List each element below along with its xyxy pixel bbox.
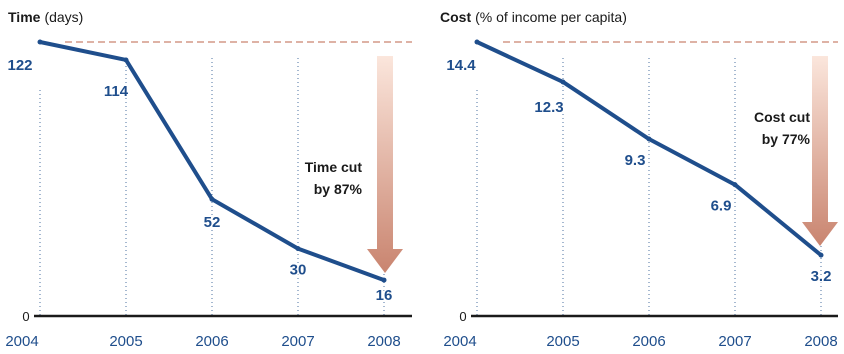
annotation-line-2: by 87% bbox=[314, 181, 363, 197]
x-tick-label: 2004 bbox=[5, 333, 38, 350]
data-point bbox=[295, 246, 301, 252]
annotation-line-1: Time cut bbox=[305, 159, 363, 175]
series-line bbox=[475, 40, 823, 258]
chart-title: Cost (% of income per capita) bbox=[440, 9, 627, 25]
data-label: 14.4 bbox=[446, 57, 476, 74]
x-tick-label: 2006 bbox=[632, 333, 665, 350]
data-label: 114 bbox=[104, 83, 129, 100]
chart-subtitle: (days) bbox=[44, 9, 83, 25]
annotation-line-1: Cost cut bbox=[754, 109, 810, 125]
chart-cost: Cost (% of income per capita) Cost cut by 7… bbox=[440, 9, 838, 350]
data-label: 16 bbox=[376, 287, 393, 304]
chart-subtitle: (% of income per capita) bbox=[475, 9, 627, 25]
x-tick-label: 2007 bbox=[281, 333, 314, 350]
reduction-arrow bbox=[802, 56, 838, 246]
data-point bbox=[732, 182, 738, 188]
data-point bbox=[818, 252, 824, 258]
chart-title-main: Time bbox=[8, 9, 41, 25]
x-tick-label: 2005 bbox=[109, 333, 142, 350]
x-tick-label: 2008 bbox=[367, 333, 400, 350]
data-point bbox=[560, 79, 566, 85]
data-label: 6.9 bbox=[711, 198, 732, 215]
data-point bbox=[209, 196, 215, 202]
data-label: 52 bbox=[204, 214, 221, 231]
chart-title-main: Cost bbox=[440, 9, 471, 25]
data-label: 12.3 bbox=[534, 99, 563, 116]
data-point bbox=[474, 39, 480, 45]
y-zero-label: 0 bbox=[459, 309, 466, 324]
data-label: 122 bbox=[7, 57, 32, 74]
data-point bbox=[381, 277, 387, 283]
annotation-line-2: by 77% bbox=[762, 131, 811, 147]
data-point bbox=[123, 57, 129, 63]
x-tick-label: 2005 bbox=[546, 333, 579, 350]
data-point bbox=[646, 136, 652, 142]
x-tick-label: 2008 bbox=[804, 333, 837, 350]
chart-time: Time (days) Time cut by 87% 122 114 52 30 16 0 200… bbox=[5, 9, 412, 350]
x-tick-label: 2004 bbox=[443, 333, 476, 350]
y-zero-label: 0 bbox=[22, 309, 29, 324]
chart-title: Time (days) bbox=[8, 9, 83, 25]
data-point bbox=[37, 39, 43, 45]
data-label: 3.2 bbox=[811, 268, 832, 285]
data-label: 9.3 bbox=[625, 152, 646, 169]
x-tick-label: 2006 bbox=[195, 333, 228, 350]
data-label: 30 bbox=[290, 262, 307, 279]
reduction-arrow bbox=[367, 56, 403, 273]
x-tick-label: 2007 bbox=[718, 333, 751, 350]
